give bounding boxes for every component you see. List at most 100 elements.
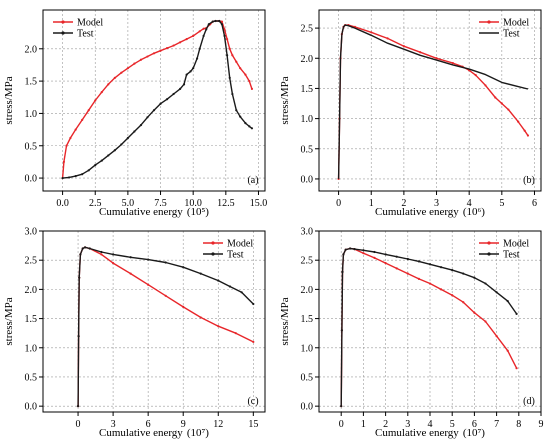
data-point [248, 80, 251, 83]
data-point [207, 23, 210, 26]
x-tick-label: 3 [434, 198, 439, 209]
data-point [474, 74, 477, 77]
plot-frame [42, 230, 266, 413]
series-line [77, 246, 254, 407]
data-point [159, 49, 162, 52]
data-point [228, 47, 231, 50]
data-point [172, 92, 175, 96]
data-point [100, 90, 103, 94]
data-point [205, 28, 208, 31]
data-point [107, 83, 110, 86]
x-tick-label: 5 [450, 419, 455, 430]
y-tick-label: 0.0 [25, 402, 38, 413]
data-point [81, 173, 84, 176]
data-point [252, 340, 255, 344]
data-point [239, 67, 242, 70]
y-tick-label: 1.5 [301, 84, 314, 95]
data-point [182, 305, 185, 309]
data-point [526, 134, 530, 137]
y-axis-title: stress/MPa [3, 297, 15, 345]
x-tick-label: 5.0 [122, 198, 135, 209]
y-axis-title: stress/MPa [279, 76, 291, 124]
data-point [473, 311, 476, 314]
data-point [129, 272, 132, 275]
data-point [220, 23, 224, 26]
data-point [386, 37, 389, 40]
series-test [340, 247, 518, 408]
x-tick-label: 9 [539, 419, 544, 430]
y-tick-label: 0.0 [301, 402, 314, 413]
data-point [202, 27, 205, 30]
chart-panel-4: 0 1 2 3 4 5 6 7 8 9 0.0 0.5 1.0 1.5 2.0 2.5 3.0 Cumulativ… [279, 227, 544, 440]
data-point [107, 154, 110, 157]
series-line [62, 20, 253, 179]
data-point [451, 61, 454, 65]
data-point [129, 256, 132, 259]
data-point [515, 312, 518, 316]
legend-label: Test [77, 29, 94, 40]
data-point [83, 246, 87, 249]
legend-marker [487, 241, 491, 245]
data-point [88, 247, 91, 250]
y-tick-label: 1.0 [25, 109, 38, 120]
data-point [133, 130, 136, 133]
data-point [199, 272, 202, 275]
data-point [234, 332, 237, 335]
data-point [417, 260, 420, 263]
data-point [120, 71, 123, 74]
x-tick-label: 3 [405, 419, 410, 430]
x-tick-label: 3 [111, 419, 116, 430]
data-point [231, 54, 234, 57]
chart-panel-2: 0 1 2 3 4 5 6 0.0 0.5 1.0 1.5 2.0 2.5 Cumulative ener… [279, 9, 542, 218]
data-point [244, 73, 247, 76]
series-line [61, 20, 253, 179]
data-point [100, 253, 103, 256]
data-point [185, 37, 188, 41]
data-point [341, 270, 344, 273]
data-point [192, 67, 195, 70]
y-tick-label: 0.5 [25, 141, 38, 152]
x-tick-label: 0 [76, 419, 81, 430]
data-point [235, 109, 238, 112]
data-point [484, 282, 487, 285]
x-axis-unit: (10⁷) [463, 427, 485, 439]
series-line [77, 246, 254, 407]
data-point [87, 169, 90, 172]
data-point [348, 247, 352, 250]
data-point [112, 262, 115, 265]
data-point [220, 20, 224, 23]
chart-panel-1: 0.0 2.5 5.0 7.5 10.0 12.5 15.0 0.0 0.5 1.0 1.5 2.0 C… [3, 9, 268, 218]
data-point [250, 127, 254, 130]
data-point [484, 320, 487, 323]
data-point [192, 34, 195, 37]
data-point [250, 87, 254, 90]
data-point [235, 60, 238, 63]
y-tick-label: 2.5 [25, 256, 38, 267]
x-tick-label: 1 [361, 419, 366, 430]
data-point [494, 96, 497, 99]
data-point [384, 253, 387, 256]
series-model [61, 19, 254, 180]
panel-label: (c) [247, 396, 258, 407]
data-point [165, 47, 169, 50]
data-point [76, 405, 80, 408]
x-tick-label: 5 [499, 198, 504, 209]
data-point [462, 272, 465, 275]
x-tick-label: 6 [472, 419, 477, 430]
x-tick-label: 0.0 [56, 198, 69, 209]
data-point [228, 76, 231, 79]
data-point [62, 160, 65, 164]
y-axis-title: stress/MPa [3, 76, 15, 124]
data-point [507, 108, 510, 111]
data-point [113, 76, 116, 79]
x-tick-label: 15 [248, 419, 258, 430]
x-tick-label: 15.0 [250, 198, 268, 209]
y-tick-label: 2.0 [25, 44, 38, 55]
y-tick-label: 2.0 [25, 285, 38, 296]
data-point [370, 31, 373, 34]
x-tick-label: 7 [494, 419, 499, 430]
series-line [340, 247, 518, 407]
data-point [126, 67, 129, 70]
data-point [231, 92, 234, 96]
